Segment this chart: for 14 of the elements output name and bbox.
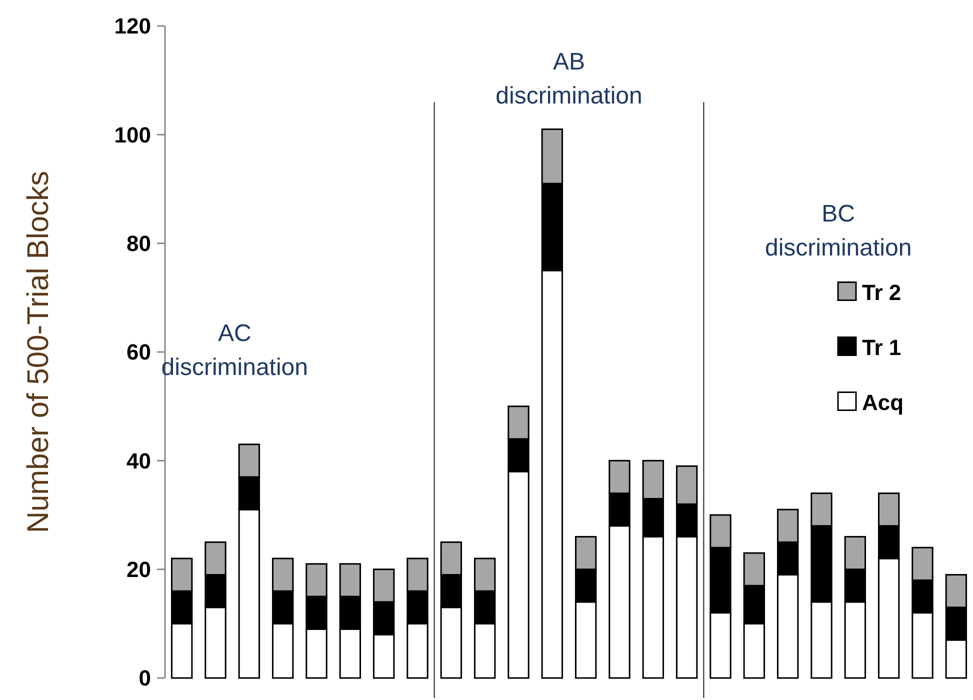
y-axis-title: Number of 500-Trial Blocks (22, 170, 55, 534)
legend-label: Acq (862, 390, 904, 415)
annotation: AB discrimination (496, 48, 642, 110)
y-tick-label: 80 (126, 231, 151, 256)
y-tick-label: 0 (138, 666, 151, 691)
annotation: AC discrimination (161, 320, 308, 382)
y-tick-label: 100 (114, 122, 151, 148)
y-tick-label: 40 (126, 448, 151, 474)
annotation: BC discrimination (764, 200, 912, 262)
y-tick-label: 60 (126, 340, 151, 365)
legend-label: Tr 1 (862, 334, 902, 360)
y-tick-label: 120 (114, 14, 151, 39)
legend-label: Tr 2 (862, 280, 902, 305)
y-tick-label: 20 (126, 557, 151, 582)
